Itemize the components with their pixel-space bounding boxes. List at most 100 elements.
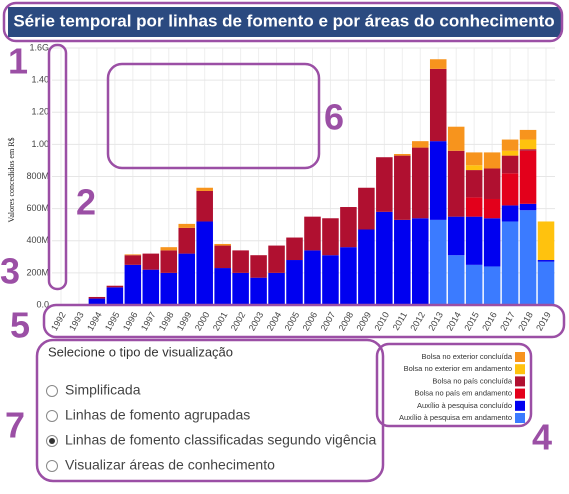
bar-segment xyxy=(196,221,213,305)
radio-label[interactable]: Visualizar áreas de conhecimento xyxy=(65,457,275,473)
radio-label[interactable]: Linhas de fomento classificadas segundo … xyxy=(65,432,377,448)
x-tick-label: 2009 xyxy=(354,310,373,332)
y-tick-label: 400M xyxy=(26,235,49,245)
title-banner xyxy=(8,7,561,37)
radio-label[interactable]: Linhas de fomento agrupadas xyxy=(65,407,250,423)
bar-segment xyxy=(268,272,285,305)
x-tick-label: 2019 xyxy=(534,310,553,332)
bar-segment xyxy=(106,285,124,288)
bar-segment xyxy=(196,187,213,191)
annotation-number: 6 xyxy=(324,97,344,138)
radio-label[interactable]: Simplificada xyxy=(65,382,141,398)
legend-label: Bolsa no exterior em andamento xyxy=(404,364,512,373)
bar-segment xyxy=(394,155,411,220)
bar-segment xyxy=(178,227,195,254)
radio-button[interactable] xyxy=(46,385,58,397)
bar-segment xyxy=(483,266,501,305)
legend-swatch xyxy=(515,413,525,423)
x-tick-label: 1994 xyxy=(85,310,104,332)
x-tick-label: 2011 xyxy=(391,310,409,332)
bar-segment xyxy=(142,253,160,270)
x-tick-label: 2010 xyxy=(372,310,391,332)
bar-segment xyxy=(519,129,537,140)
bar-segment xyxy=(501,221,519,305)
y-tick-label: 800M xyxy=(26,171,49,181)
bar-segment xyxy=(160,272,178,305)
bar-segment xyxy=(501,139,519,151)
bar-segment xyxy=(88,296,106,299)
bar-segment xyxy=(447,150,465,217)
legend-swatch xyxy=(515,376,525,387)
annotation-number: 7 xyxy=(5,405,25,446)
annotation-box xyxy=(106,62,321,170)
bar-segment xyxy=(501,150,519,156)
bar-segment xyxy=(286,260,303,305)
bar-segment xyxy=(447,255,465,305)
bar-segment xyxy=(358,229,375,305)
bar-segment xyxy=(88,298,106,305)
bar-segment xyxy=(501,173,519,206)
bar-segment xyxy=(429,59,447,69)
bar-segment xyxy=(106,287,124,305)
y-axis-title: Valores concedidos em R$ xyxy=(7,137,16,222)
x-tick-label: 2018 xyxy=(516,310,535,332)
bar-segment xyxy=(214,245,231,269)
radio-button[interactable] xyxy=(46,410,58,422)
x-tick-label: 2017 xyxy=(498,310,517,332)
x-tick-label: 2014 xyxy=(444,310,463,332)
y-tick-label: 1.6G xyxy=(29,42,49,52)
x-tick-label: 2015 xyxy=(462,310,481,332)
radio-button[interactable] xyxy=(46,460,58,472)
x-tick-label: 2005 xyxy=(283,310,302,332)
x-tick-label: 1998 xyxy=(157,310,176,332)
x-tick-label: 1997 xyxy=(139,310,158,332)
x-tick-label: 2008 xyxy=(337,310,356,332)
bar-segment xyxy=(124,264,142,305)
bar-segment xyxy=(178,223,195,228)
bar-segment xyxy=(519,149,537,151)
x-tick-label: 2000 xyxy=(193,310,212,332)
annotation-box xyxy=(2,1,564,43)
radio-dot xyxy=(49,438,55,444)
bar-segment xyxy=(394,219,411,305)
page-title: Série temporal por linhas de fomento e p… xyxy=(13,11,554,30)
bar-segment xyxy=(429,68,447,142)
bar-segment xyxy=(501,155,519,174)
bar-segment xyxy=(483,168,501,199)
bar-segment xyxy=(304,250,321,305)
bar-segment xyxy=(465,170,483,198)
y-tick-label: 1.20 xyxy=(31,107,49,117)
x-tick-label: 2012 xyxy=(408,310,427,332)
legend-label: Bolsa no país em andamento xyxy=(414,389,512,398)
bar-segment xyxy=(465,165,483,171)
x-tick-label: 2006 xyxy=(301,310,320,332)
x-tick-label: 2007 xyxy=(319,310,338,332)
bar-segment xyxy=(124,254,142,256)
bar-segment xyxy=(537,260,555,262)
y-tick-label: 200M xyxy=(26,267,49,277)
x-tick-label: 2004 xyxy=(265,310,284,332)
bar-segment xyxy=(519,150,537,204)
bar-segment xyxy=(196,190,213,222)
bar-segment xyxy=(519,210,537,305)
x-tick-label: 2002 xyxy=(229,310,248,332)
bar-segment xyxy=(537,221,555,261)
bar-segment xyxy=(412,141,429,148)
bar-segment xyxy=(501,205,519,222)
legend-label: Bolsa no país concluída xyxy=(432,376,512,385)
annotation-number: 3 xyxy=(0,251,20,292)
bar-segment xyxy=(394,154,411,156)
bar-segment xyxy=(214,268,231,305)
bar-segment xyxy=(447,126,465,151)
bar-segment xyxy=(232,250,249,273)
bar-segment xyxy=(268,245,285,273)
bar-segment xyxy=(304,216,321,251)
bar-segment xyxy=(322,255,339,305)
bar-segment xyxy=(124,255,142,265)
bar-segment xyxy=(412,218,429,305)
x-tick-label: 2003 xyxy=(247,310,266,332)
bar-segment xyxy=(429,141,447,220)
annotation-box xyxy=(375,342,533,428)
bar-segment xyxy=(340,207,357,248)
